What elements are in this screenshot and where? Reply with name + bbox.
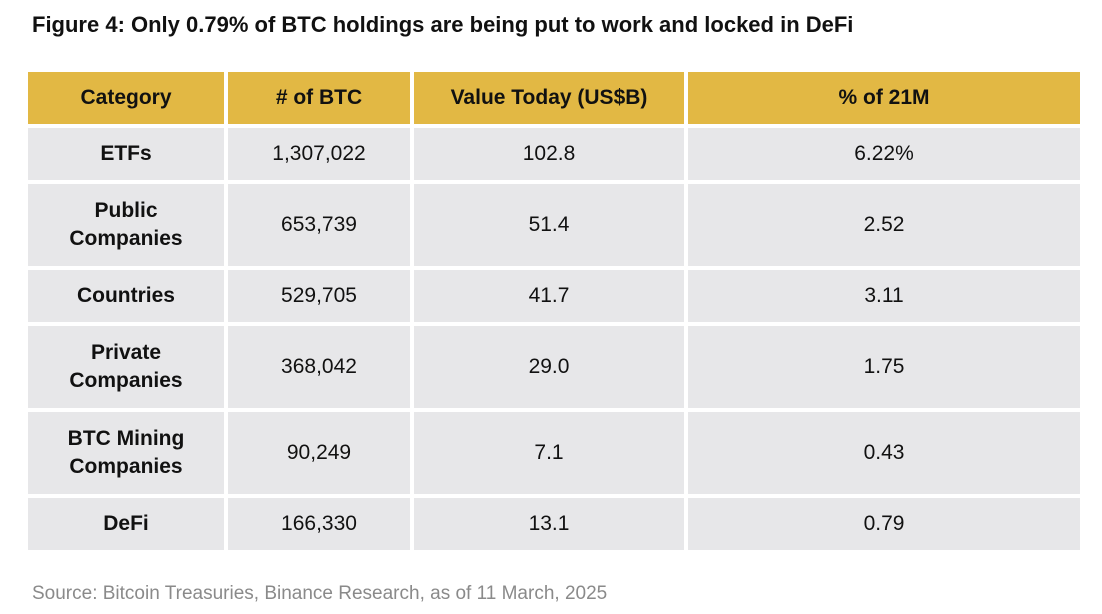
table-row: Public Companies 653,739 51.4 2.52 bbox=[28, 184, 1080, 266]
column-header-category: Category bbox=[28, 72, 224, 124]
pct-cell: 6.22% bbox=[688, 128, 1080, 180]
btc-count-cell: 653,739 bbox=[228, 184, 410, 266]
table-row: BTC Mining Companies 90,249 7.1 0.43 bbox=[28, 412, 1080, 494]
source-note: Source: Bitcoin Treasuries, Binance Rese… bbox=[32, 583, 608, 604]
category-cell: ETFs bbox=[28, 128, 224, 180]
category-text: BTC Mining Companies bbox=[67, 427, 185, 478]
figure-title: Figure 4: Only 0.79% of BTC holdings are… bbox=[32, 12, 854, 37]
category-text: Public Companies bbox=[69, 199, 183, 250]
value-cell: 7.1 bbox=[414, 412, 684, 494]
value-cell: 13.1 bbox=[414, 498, 684, 550]
category-cell: Private Companies bbox=[28, 326, 224, 408]
value-cell: 51.4 bbox=[414, 184, 684, 266]
pct-cell: 3.11 bbox=[688, 270, 1080, 322]
category-cell: BTC Mining Companies bbox=[28, 412, 224, 494]
category-cell: Public Companies bbox=[28, 184, 224, 266]
pct-cell: 2.52 bbox=[688, 184, 1080, 266]
category-cell: Countries bbox=[28, 270, 224, 322]
value-cell: 41.7 bbox=[414, 270, 684, 322]
category-text: Private Companies bbox=[69, 341, 183, 392]
btc-count-cell: 90,249 bbox=[228, 412, 410, 494]
value-cell: 29.0 bbox=[414, 326, 684, 408]
btc-count-cell: 529,705 bbox=[228, 270, 410, 322]
btc-count-cell: 1,307,022 bbox=[228, 128, 410, 180]
table-row: ETFs 1,307,022 102.8 6.22% bbox=[28, 128, 1080, 180]
column-header-btc-count: # of BTC bbox=[228, 72, 410, 124]
table-header-row: Category # of BTC Value Today (US$B) % o… bbox=[28, 72, 1080, 124]
pct-cell: 0.43 bbox=[688, 412, 1080, 494]
table-row: Private Companies 368,042 29.0 1.75 bbox=[28, 326, 1080, 408]
value-cell: 102.8 bbox=[414, 128, 684, 180]
pct-cell: 1.75 bbox=[688, 326, 1080, 408]
btc-count-cell: 368,042 bbox=[228, 326, 410, 408]
category-cell: DeFi bbox=[28, 498, 224, 550]
column-header-pct-of-21m: % of 21M bbox=[688, 72, 1080, 124]
table-row: DeFi 166,330 13.1 0.79 bbox=[28, 498, 1080, 550]
btc-count-cell: 166,330 bbox=[228, 498, 410, 550]
column-header-value-today: Value Today (US$B) bbox=[414, 72, 684, 124]
pct-cell: 0.79 bbox=[688, 498, 1080, 550]
btc-holdings-table: Category # of BTC Value Today (US$B) % o… bbox=[24, 68, 1084, 554]
table-row: Countries 529,705 41.7 3.11 bbox=[28, 270, 1080, 322]
